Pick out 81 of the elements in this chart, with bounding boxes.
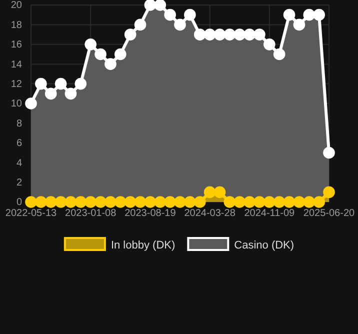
point xyxy=(273,196,286,208)
point xyxy=(313,196,325,208)
point xyxy=(283,196,296,208)
y-tick-label: 20 xyxy=(10,0,22,12)
point xyxy=(214,28,226,40)
legend-label: In lobby (DK) xyxy=(110,240,176,252)
point xyxy=(164,8,176,21)
point xyxy=(263,196,276,208)
y-tick-label: 0 xyxy=(16,197,22,208)
point xyxy=(303,196,316,208)
point xyxy=(114,196,126,208)
point xyxy=(254,28,266,40)
y-tick-label: 4 xyxy=(16,158,22,169)
point xyxy=(104,58,116,70)
point xyxy=(204,28,216,40)
point xyxy=(313,8,325,21)
point xyxy=(234,196,246,208)
legend-label: Casino (DK) xyxy=(234,240,294,252)
point xyxy=(54,196,67,208)
point xyxy=(303,8,316,21)
point xyxy=(64,88,77,100)
point xyxy=(44,88,57,100)
point xyxy=(74,78,87,90)
y-tick-label: 6 xyxy=(16,138,22,150)
point xyxy=(174,196,186,208)
point xyxy=(154,0,166,11)
point xyxy=(323,146,335,159)
point xyxy=(54,78,67,90)
point xyxy=(144,196,156,208)
point xyxy=(194,28,206,40)
point xyxy=(114,48,126,60)
point xyxy=(124,28,136,40)
point xyxy=(293,196,306,208)
point xyxy=(214,186,226,198)
point xyxy=(44,196,57,208)
point xyxy=(174,18,186,31)
x-tick-label: 2022-05-13 xyxy=(5,208,58,220)
point xyxy=(134,196,146,208)
point xyxy=(134,18,146,31)
point xyxy=(263,38,276,50)
point xyxy=(184,8,196,21)
point xyxy=(164,196,176,208)
y-tick-label: 14 xyxy=(10,59,22,70)
point xyxy=(184,196,196,208)
point xyxy=(35,196,47,208)
point xyxy=(293,18,306,31)
point xyxy=(25,98,37,110)
point xyxy=(224,28,236,40)
point xyxy=(323,186,335,198)
point xyxy=(35,78,47,90)
point xyxy=(194,196,206,208)
x-tick-label: 2024-11-09 xyxy=(244,208,296,220)
y-tick-label: 8 xyxy=(16,118,22,130)
point xyxy=(94,196,106,208)
point xyxy=(25,196,37,208)
point xyxy=(144,0,156,11)
point xyxy=(204,186,216,198)
y-tick-label: 2 xyxy=(16,178,22,188)
point xyxy=(273,48,286,60)
x-tick-label: 2025-06-20 xyxy=(303,208,356,220)
y-tick-label: 12 xyxy=(10,79,22,90)
x-tick-label: 2024-03-28 xyxy=(184,208,236,220)
point xyxy=(124,196,136,208)
point xyxy=(224,196,236,208)
x-tick-label: 2023-01-08 xyxy=(65,208,117,220)
y-tick-label: 16 xyxy=(10,40,22,51)
x-tick-label: 2023-08-19 xyxy=(124,208,176,220)
y-tick-label: 18 xyxy=(10,20,22,31)
point xyxy=(94,48,106,60)
point xyxy=(244,196,256,208)
point xyxy=(64,196,77,208)
point xyxy=(254,196,266,208)
point xyxy=(244,28,256,40)
point xyxy=(283,8,296,21)
point xyxy=(84,38,97,50)
point xyxy=(84,196,97,208)
point xyxy=(74,196,87,208)
point xyxy=(234,28,246,40)
point xyxy=(154,196,166,208)
y-tick-label: 10 xyxy=(10,98,22,110)
point xyxy=(104,196,116,208)
